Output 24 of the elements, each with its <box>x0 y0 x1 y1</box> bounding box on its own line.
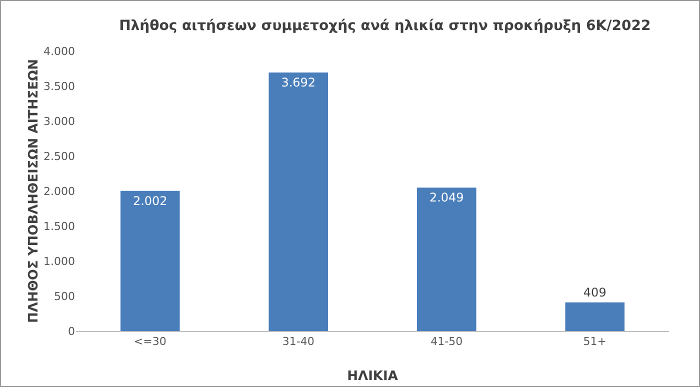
y-tick-label: 3.500 <box>44 80 75 93</box>
bar <box>120 190 180 331</box>
x-tick-label: 31-40 <box>282 335 314 348</box>
y-tick-label: 4.000 <box>44 44 75 58</box>
y-tick-label: 1.000 <box>44 254 75 268</box>
y-tick-label: 0 <box>68 324 75 338</box>
y-tick-label: 500 <box>54 290 75 303</box>
x-tick-label: 41-50 <box>430 335 463 348</box>
data-label: 2.049 <box>429 190 464 205</box>
x-axis-title: ΗΛΙΚΙΑ <box>347 369 398 384</box>
x-tick-label: <=30 <box>134 335 166 348</box>
bar <box>268 72 328 331</box>
data-label: 2.002 <box>132 194 168 208</box>
y-axis-title: ΠΛΗΘΟΣ ΥΠΟΒΛΗΘΕΙΣΩΝ ΑΙΤΗΣΕΩΝ <box>26 59 42 323</box>
y-tick-label: 1.500 <box>44 220 75 233</box>
chart-title: Πλήθος αιτήσεων συμμετοχής ανά ηλικία στην προκήρυξη 6Κ/2022 <box>119 18 651 34</box>
data-label: 3.692 <box>281 76 316 90</box>
data-label: 409 <box>583 285 606 300</box>
bar <box>416 188 476 331</box>
y-tick-label: 2.500 <box>44 150 75 163</box>
y-tick-label: 3.000 <box>44 114 75 128</box>
bar <box>565 302 625 331</box>
x-tick-label: 51+ <box>583 335 606 348</box>
y-tick-label: 2.000 <box>44 184 75 198</box>
